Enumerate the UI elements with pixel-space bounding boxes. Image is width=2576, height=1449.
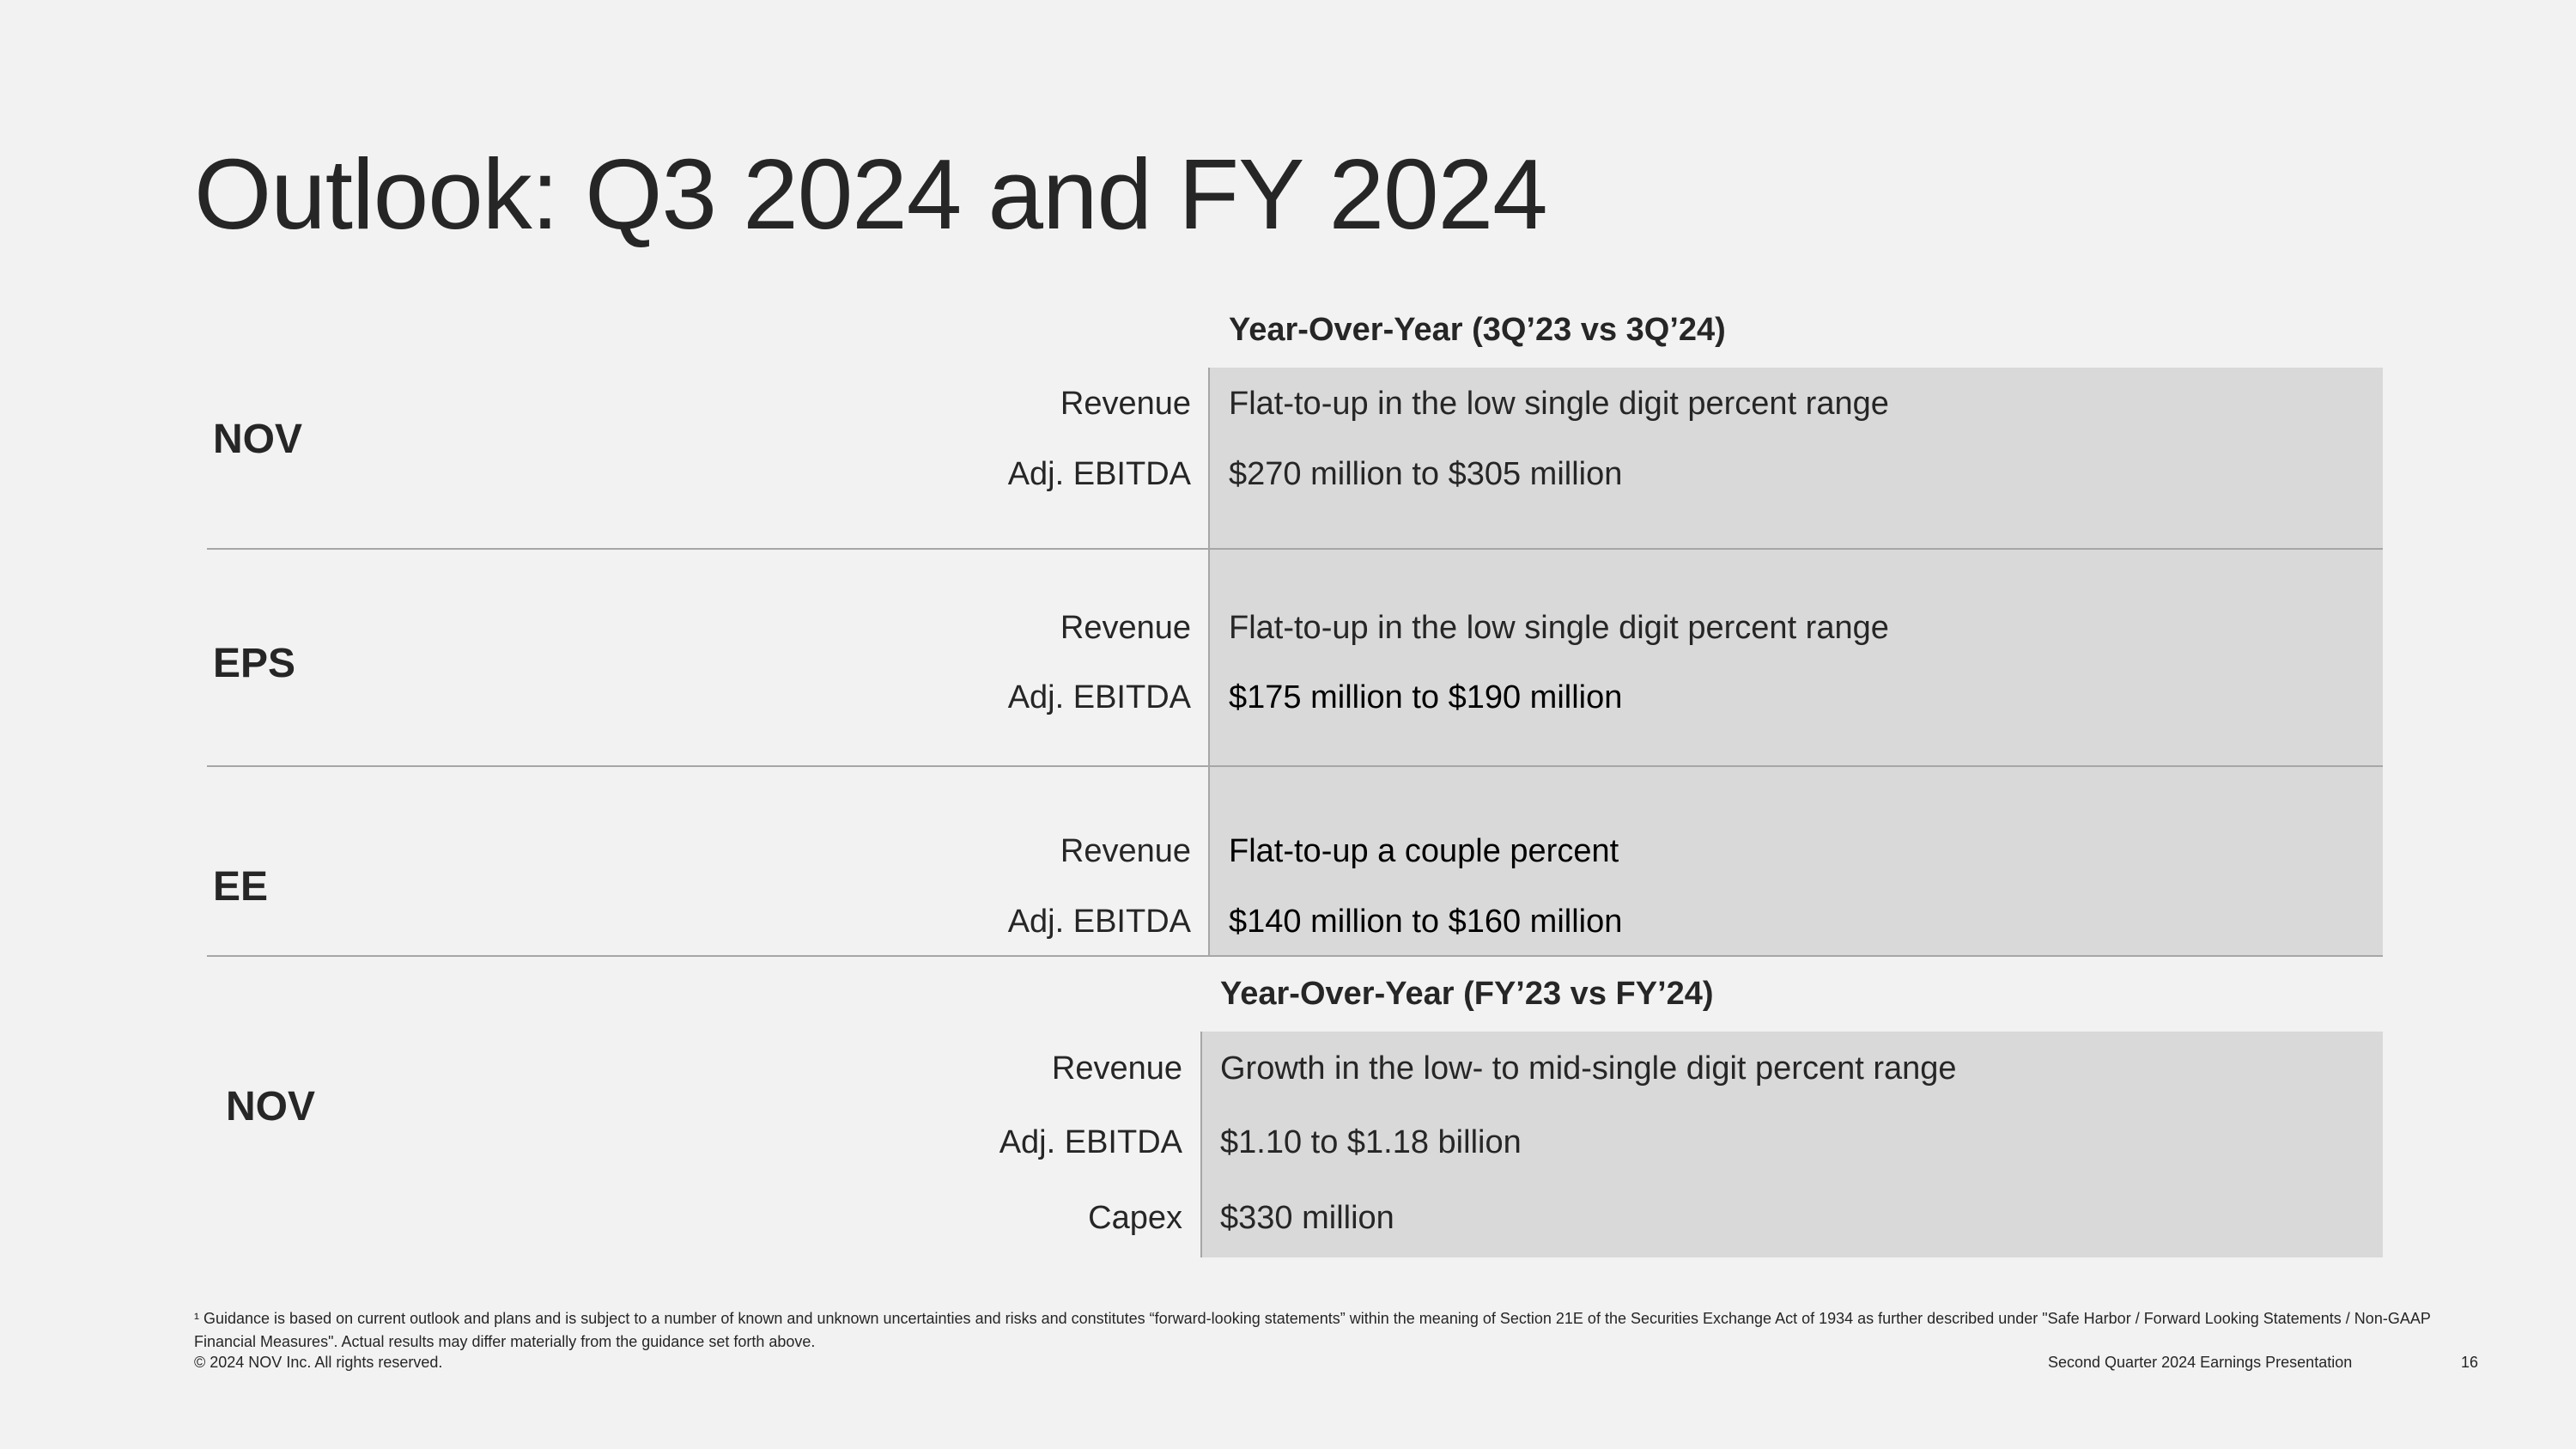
page-number: 16 (2461, 1354, 2479, 1371)
annual-divider-vertical (1200, 1032, 1202, 1257)
value-ee-revenue: Flat-to-up a couple percent (1229, 833, 1619, 869)
row-divider-nov-eps (207, 548, 2383, 550)
value-annual-adj-ebitda: $1.10 to $1.18 billion (1220, 1124, 1522, 1160)
row-divider-eps-ee (207, 765, 2383, 767)
segment-label-nov: NOV (213, 417, 303, 462)
copyright-text: © 2024 NOV Inc. All rights reserved. (194, 1354, 443, 1371)
annual-header: Year-Over-Year (FY’23 vs FY’24) (1220, 976, 1714, 1012)
value-ee-adj-ebitda: $140 million to $160 million (1229, 904, 1623, 940)
value-annual-capex: $330 million (1220, 1200, 1394, 1236)
slide-title: Outlook: Q3 2024 and FY 2024 (194, 138, 1548, 250)
metric-label-capex: Capex (1088, 1200, 1182, 1236)
value-eps-adj-ebitda: $175 million to $190 million (1229, 679, 1623, 715)
annual-values-panel (1201, 1032, 2383, 1257)
value-annual-revenue: Growth in the low- to mid-single digit p… (1220, 1050, 1957, 1087)
value-nov-adj-ebitda: $270 million to $305 million (1229, 456, 1623, 492)
segment-label-eps: EPS (213, 641, 296, 686)
metric-label-adj-ebitda: Adj. EBITDA (1007, 456, 1191, 492)
metric-label-revenue: Revenue (1060, 833, 1191, 869)
row-divider-ee-annual (207, 955, 2383, 957)
metric-label-adj-ebitda: Adj. EBITDA (1007, 904, 1191, 940)
metric-label-revenue: Revenue (1051, 1050, 1182, 1087)
quarterly-divider-vertical (1208, 368, 1210, 956)
quarterly-values-panel (1209, 368, 2383, 956)
metric-label-adj-ebitda: Adj. EBITDA (999, 1124, 1182, 1160)
quarterly-header: Year-Over-Year (3Q’23 vs 3Q’24) (1229, 312, 1726, 348)
value-nov-revenue: Flat-to-up in the low single digit perce… (1229, 386, 1889, 422)
value-eps-revenue: Flat-to-up in the low single digit perce… (1229, 610, 1889, 646)
metric-label-revenue: Revenue (1060, 610, 1191, 646)
guidance-footnote: ¹ Guidance is based on current outlook a… (194, 1310, 2431, 1350)
metric-label-adj-ebitda: Adj. EBITDA (1007, 679, 1191, 715)
presentation-title: Second Quarter 2024 Earnings Presentatio… (2048, 1354, 2353, 1371)
segment-label-nov-annual: NOV (226, 1084, 316, 1129)
segment-label-ee: EE (213, 864, 269, 910)
metric-label-revenue: Revenue (1060, 386, 1191, 422)
